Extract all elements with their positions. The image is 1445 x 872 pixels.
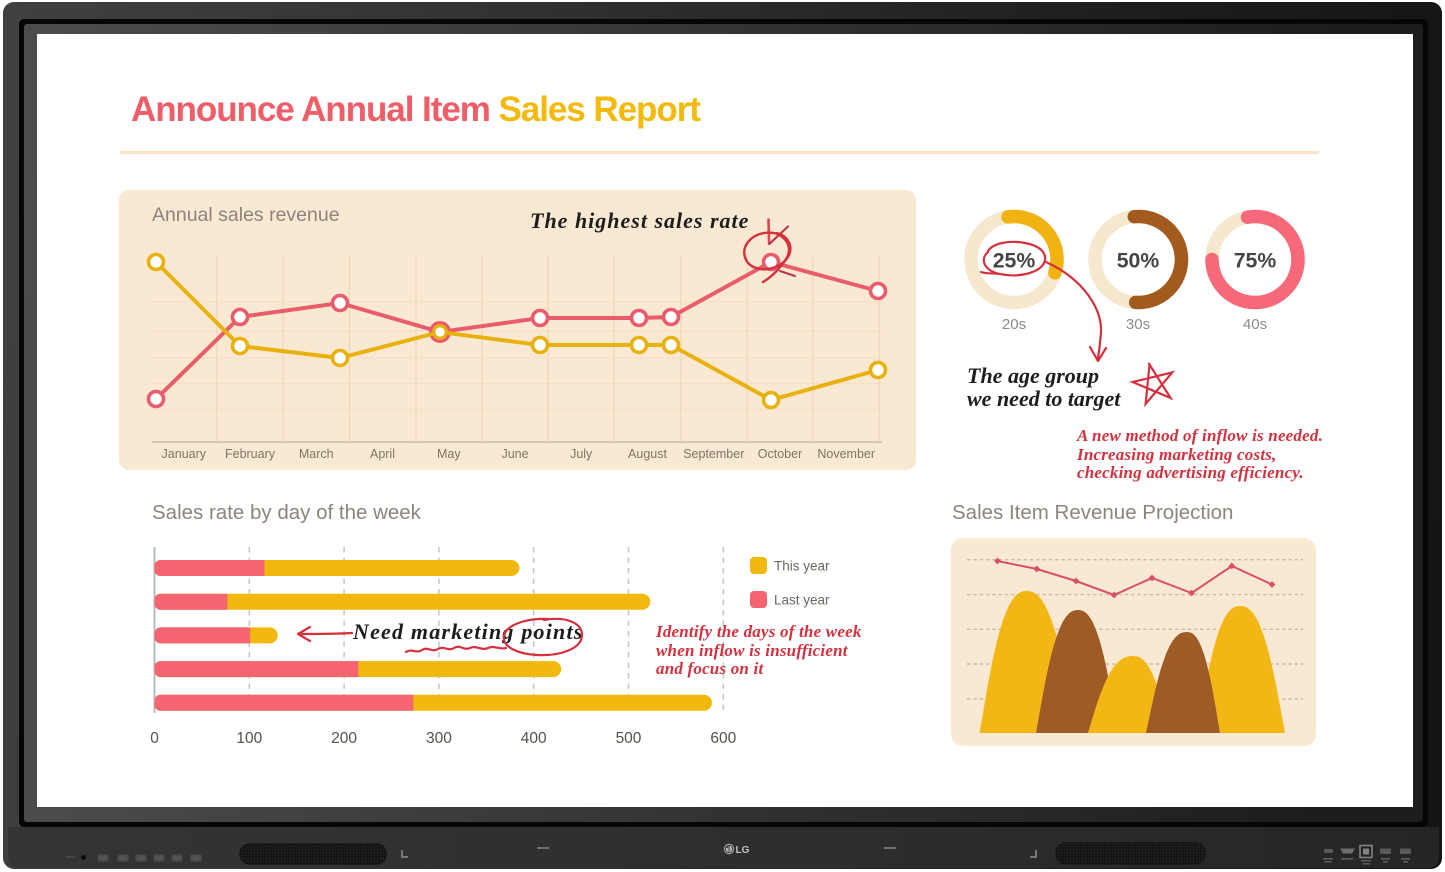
svg-text:March: March: [299, 447, 334, 461]
svg-text:40s: 40s: [1243, 316, 1267, 333]
svg-text:50%: 50%: [1117, 249, 1160, 273]
svg-text:500: 500: [616, 730, 642, 747]
svg-text:20s: 20s: [1002, 316, 1026, 333]
svg-text:June: June: [501, 447, 528, 461]
svg-text:300: 300: [426, 730, 452, 747]
svg-text:100: 100: [236, 730, 262, 747]
svg-text:0: 0: [150, 730, 159, 747]
svg-text:400: 400: [521, 730, 547, 747]
svg-text:This year: This year: [774, 559, 830, 574]
svg-text:75%: 75%: [1234, 249, 1277, 273]
svg-text:30s: 30s: [1126, 316, 1150, 333]
svg-text:Annual sales revenue: Annual sales revenue: [152, 204, 340, 226]
svg-text:July: July: [570, 447, 593, 461]
svg-text:January: January: [162, 447, 207, 461]
svg-text:April: April: [370, 447, 395, 461]
svg-text:February: February: [225, 447, 276, 461]
svg-text:August: August: [628, 447, 667, 461]
svg-text:LG: LG: [736, 845, 750, 856]
svg-text:September: September: [683, 447, 744, 461]
svg-text:October: October: [758, 447, 802, 461]
svg-text:25%: 25%: [993, 249, 1036, 273]
svg-text:November: November: [817, 447, 875, 461]
svg-text:200: 200: [331, 730, 357, 747]
svg-text:Last year: Last year: [774, 593, 830, 608]
svg-text:600: 600: [710, 730, 736, 747]
svg-text:May: May: [437, 447, 461, 461]
